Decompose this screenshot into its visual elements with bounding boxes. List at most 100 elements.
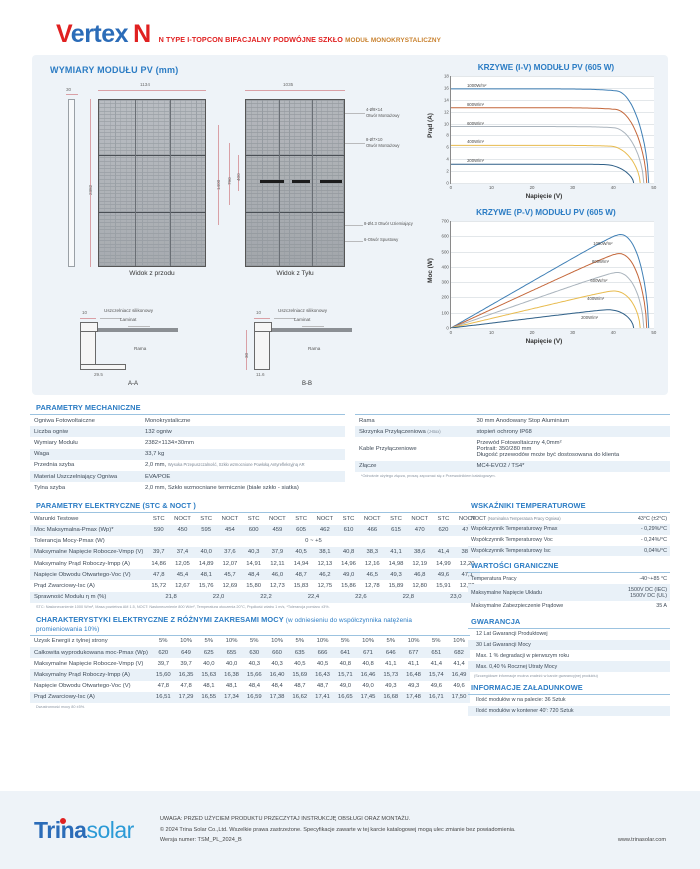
param-value: 40,5 [294,660,306,667]
curve-label: 200W/m² [467,158,485,164]
dim-line-790 [229,143,230,205]
param-value: 16,59 [242,691,266,703]
list-item: 30 Lat Gwarancji Mocy [468,639,670,651]
param-value: 17,38 [265,691,289,703]
electrical-sidebar: WSKAŹNIKI TEMPERATUROWE NOCT (Nominalna … [468,501,670,721]
gridline [450,297,654,299]
gridline [450,76,654,77]
param-value: 22,0 [194,591,243,603]
param-label: Maksymalny Prąd Roboczy-Impp (A) [34,560,130,567]
param-value: 5% [295,638,305,645]
footer-version: Wersja numer: TSM_PL_2024_B [159,837,242,844]
footer-website[interactable]: www.trinasolar.com [617,837,666,844]
param-value: 48,1 [203,683,215,690]
x-tick-label: 50 [651,185,657,190]
param-value: 651 [424,647,448,659]
warranty-item: Max. 1 % degradacji w pierwszym roku [476,652,570,659]
footer-copyright: © 2024 Trina Solar Co.,Ltd. Wszelkie pra… [159,826,516,833]
y-tick-label: 6 [446,144,449,150]
param-value: NOCT [363,515,381,522]
param-value: 48,4 [248,683,261,690]
param-value: 620 [432,524,455,536]
param-value: NOCT [458,515,476,522]
x-tick-label: 0 [449,330,453,335]
param-value: 38,6 [407,546,433,559]
table-row: Współczynnik Temperaturowy Pmax - 0,29%/°… [468,524,670,535]
logo-n-mark: N [133,20,151,48]
table-row: Maksymalny Prąd Roboczy-Impp (A) 14,86 12,… [30,558,480,569]
gridline [450,183,654,184]
x-tick-label: 10 [488,185,494,190]
y-tick-label: 2 [446,168,449,174]
temperature-box: WSKAŹNIKI TEMPERATUROWE NOCT (Nominalna … [468,501,670,557]
table-row: Rama 30 mm Anodowany Stop Aluminium [355,415,670,427]
param-value: 39,7 [157,660,170,667]
param-value: 40,8 [339,660,352,667]
param-value: 17,45 [356,691,380,703]
param-label: Moc Maksymalna-Pmax (Wp)* [30,524,148,536]
param-value: 12,13 [317,560,333,567]
param-value: 15,91 [436,583,451,590]
param-label: Materiał Uszczelniający Ogniwa [30,470,141,483]
param-label: Maksymalne Napięcie Robocze-Vmpp (V) [34,660,144,667]
xsec-b-depth: 30 [244,352,249,358]
y-tick-label: 100 [441,310,449,316]
param-value: 40,5 [289,546,313,559]
product-logo: Vertex N [56,22,151,47]
param-label: Wymiary Modułu [34,439,78,446]
param-value: MC4-EVO2 / TS4* [472,460,670,472]
param-value: 49,3 [384,569,408,581]
curve-label: 800W/m² [467,101,485,107]
param-value: 41,1 [384,546,408,559]
dim-line-back-width [245,90,345,91]
dimensions-title: WYMIARY MODUŁU PV (mm) [50,65,179,75]
param-value: 49,6 [430,683,443,690]
table-row: Współczynnik Temperaturowy Voc - 0,24%/°C [468,535,670,546]
gridline [450,251,654,253]
param-value: 37,6 [217,546,243,559]
param-value: STC [437,515,450,522]
mechanical-title: PARAMETRY MECHANICZNE [36,403,141,412]
y-tick-label: 200 [441,294,449,300]
table-row: Moc Maksymalna-Pmax (Wp)* 590 450 595 454 600… [30,524,480,536]
param-value: 610 [337,524,360,536]
param-value: 23,0 [432,591,480,603]
table-row: Liczba ogniw 132 ogniw [30,426,345,438]
dim-1400: 1400 [216,179,221,190]
param-value: 22,4 [289,591,338,603]
electrical-main: PARAMETRY ELEKTRYCZNE (STC & NOCT ) Waru… [30,501,480,721]
param-value: 39,7 [180,660,192,667]
param-value: 41,4 [453,660,465,667]
cross-section-aa: 10 Uszczelniacz silikonowy Laminat Rama … [58,306,208,387]
param-value: 38,1 [312,546,338,559]
param-value: 474 [454,524,480,536]
param-value: 41,4 [432,546,455,559]
table-row: NOCT (Nominalna Temperatura Pracy Ogniwa… [468,513,670,524]
param-value: 595 [194,524,218,536]
param-label: Współczynnik Temperaturowy Isc [468,545,616,557]
pv-chart: Moc (W) 0 100 200 300 400 500 600 700 0 10 20 30 40 5… [427,219,657,346]
front-view-caption: Widok z przodu [129,270,175,277]
param-value: 49,0 [337,569,360,581]
gridline [450,171,654,173]
table-row: Warunki Testowe STC NOCT STC NOCT STC NOCT STC N… [30,513,480,525]
param-label: Maksymalny Prąd Roboczy-Impp (A) [30,669,152,681]
x-tick-label: 50 [651,330,657,335]
dim-line-thickness [66,94,78,95]
param-label: Prąd Zwarciowy-Isc (A) [34,583,95,590]
param-value: 15,76 [198,583,214,590]
electrical-title: PARAMETRY ELEKTRYCZNE (STC & NOCT ) [36,501,196,511]
param-label: Prąd Zwarciowy-Isc (A) [30,691,152,703]
param-value: 10% [453,638,465,645]
param-value: 12,69 [222,583,238,590]
table-row: Złącze MC4-EVO2 / TS4* [355,460,670,472]
y-tick-label: 14 [443,97,449,103]
param-value: NOCT [221,515,239,522]
param-value: 12,11 [270,560,285,567]
electrical-section: PARAMETRY ELEKTRYCZNE (STC & NOCT ) Waru… [30,501,670,721]
param-value: 48,7 [316,683,329,690]
y-tick-label: 16 [443,85,449,91]
bifacial-title-sub: (w odniesieniu do współczynnika natężeni… [36,616,413,633]
connector-note: *Odnośnie użytego złącza, proszę zapozna… [361,473,496,478]
param-value: 49,6 [453,683,465,690]
